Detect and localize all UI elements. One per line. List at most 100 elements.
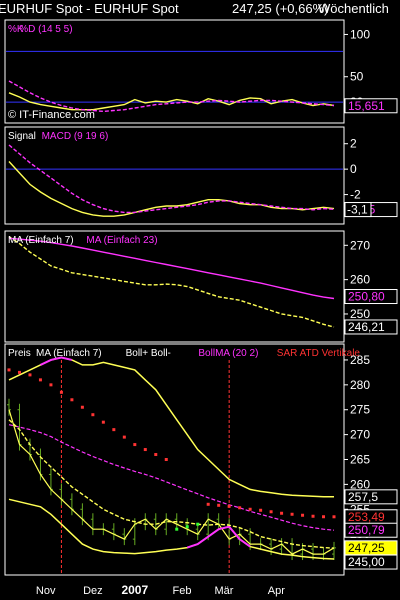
price-axis-label-2: 275 <box>350 403 370 417</box>
price-legend-3: BollMA (20 2) <box>198 348 258 359</box>
macd-axis-label-0: 2 <box>350 137 357 151</box>
panel-frame-1 <box>4 19 345 124</box>
ma-axis-label-2: 250 <box>350 307 370 321</box>
sar-dot <box>133 443 137 447</box>
bollinger-upper-band <box>8 356 334 498</box>
bollinger-upper-band-highlight <box>40 356 73 366</box>
price-last-boll-ma-text: 250,79 <box>348 523 385 537</box>
sar-dot <box>112 428 116 432</box>
macd-series-signal <box>8 161 335 217</box>
panel-frame-4 <box>4 343 345 576</box>
price-close-line <box>8 409 335 555</box>
sar-dot <box>206 502 210 506</box>
macd-last-value-signal-box <box>344 202 372 218</box>
price-last-boll-ma-box <box>344 522 398 538</box>
sar-dot <box>322 515 326 519</box>
sar-dot <box>332 515 336 519</box>
sar-dot <box>91 413 95 417</box>
stoch-legend-0: %K <box>8 24 24 35</box>
price-legend-2: Boll+ Boll- <box>126 348 171 359</box>
ma-series-0 <box>8 236 335 328</box>
price-axis-label-4: 265 <box>350 453 370 467</box>
ma-axis-label-0: 270 <box>350 238 370 252</box>
period-label: Wöchentlich <box>318 1 389 16</box>
macd-legend-0: Signal <box>8 131 36 142</box>
x-axis-label-0: Nov <box>36 585 56 597</box>
macd-axis-label-1: 0 <box>350 162 357 176</box>
stoch-axis-label-1: 50 <box>350 70 364 84</box>
ma-last-value-7-box <box>344 319 398 335</box>
sar-dot <box>101 420 105 424</box>
price-axis-label-0: 285 <box>350 353 370 367</box>
price-axis-label-5: 260 <box>350 477 370 491</box>
sar-dot <box>280 511 284 515</box>
macd-last-value-signal-text: -3,1 <box>347 203 368 217</box>
price-last-close-text: 247,25 <box>348 541 385 555</box>
bollinger-ma-line <box>8 424 335 531</box>
price-axis-label-1: 280 <box>350 378 370 392</box>
stoch-axis-label-0: 100 <box>350 27 370 41</box>
price-last-sar-text: 253,49 <box>348 510 385 524</box>
sar-dot <box>59 390 63 394</box>
price-last-boll-upper-text: 257,5 <box>348 490 378 504</box>
sar-dot <box>196 522 200 526</box>
ma-legend-0: MA (Einfach 7) <box>8 235 74 246</box>
chart-title-bar: EURHUF Spot - EURHUF Spot 247,25 (+0,66%… <box>0 0 400 18</box>
price-last-boll-upper-box <box>344 489 398 505</box>
stoch-legend-1: %D (14 5 5) <box>19 24 72 35</box>
stoch-series-pctD <box>8 80 335 113</box>
bollinger-lower-band <box>8 498 335 560</box>
x-axis-label-5: Apr <box>268 585 285 597</box>
price-legend-1: MA (Einfach 7) <box>36 348 102 359</box>
price-last-close-box <box>344 540 398 556</box>
panel-frame-2 <box>4 126 345 225</box>
macd-axis-label-2: -2 <box>350 188 361 202</box>
x-axis-label-4: Mär <box>214 585 233 597</box>
ma-series-1 <box>8 237 335 300</box>
stoch-last-value-text: 15,651 <box>348 99 385 113</box>
sar-dot <box>38 378 42 382</box>
sar-dot <box>80 405 84 409</box>
sar-dot <box>164 458 168 461</box>
stoch-last-value-box <box>344 98 398 114</box>
ma-last-value-23-box <box>344 289 398 305</box>
sar-dot <box>185 525 189 529</box>
sar-dot <box>28 373 32 377</box>
x-axis-label-3: Feb <box>172 585 191 597</box>
sar-dot <box>154 453 158 457</box>
ma-last-value-23-text: 250,80 <box>348 290 385 304</box>
panel-frame-3 <box>4 230 345 343</box>
sar-dot <box>143 448 147 452</box>
macd-legend-1: MACD (9 19 6) <box>42 131 109 142</box>
sar-dot <box>70 398 74 402</box>
macd-series-macd <box>8 144 335 214</box>
ma-axis-label-1: 260 <box>350 273 370 287</box>
sar-dot <box>290 512 294 516</box>
sar-dot <box>248 507 252 511</box>
ma-last-value-7-text: 246,21 <box>348 320 385 334</box>
sar-dot <box>7 368 11 372</box>
sar-dot <box>238 506 242 510</box>
instrument-title: EURHUF Spot - EURHUF Spot <box>0 1 179 16</box>
price-axis-label-3: 270 <box>350 428 370 442</box>
x-axis-label-1: Dez <box>83 585 103 597</box>
sar-dot <box>259 508 263 512</box>
price-legend-4: SAR ATD Vertikale <box>277 348 361 359</box>
sar-dot <box>175 527 179 531</box>
ma-legend-1: MA (Einfach 23) <box>86 235 157 246</box>
price-ma7-line <box>8 419 335 549</box>
sar-dot <box>49 383 53 387</box>
sar-dot <box>301 513 305 517</box>
sar-dot <box>17 370 21 374</box>
bollinger-lower-band-highlight <box>186 525 251 549</box>
sar-dot <box>269 510 273 514</box>
sar-dot <box>217 503 221 507</box>
watermark: © IT-Finance.com <box>8 109 95 121</box>
price-last-boll-lower-text: 245,00 <box>348 555 385 569</box>
sar-dot <box>311 514 315 518</box>
sar-dot <box>227 504 231 508</box>
price-legend-0: Preis <box>8 348 31 359</box>
price-change: 247,25 (+0,66%) <box>232 1 329 16</box>
x-axis-label-2: 2007 <box>121 583 148 597</box>
